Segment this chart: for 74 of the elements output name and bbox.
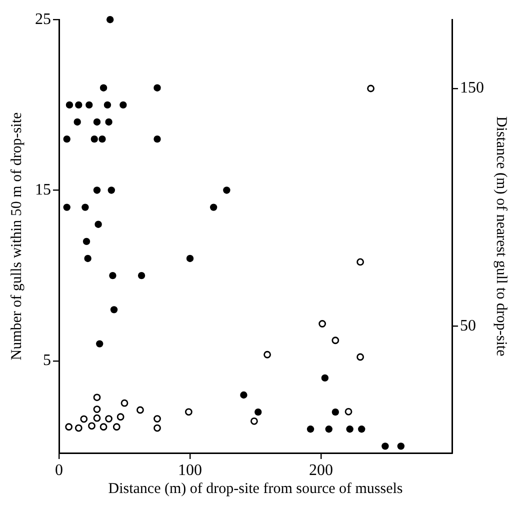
point <box>108 186 115 194</box>
point <box>264 350 271 358</box>
y2-tick-label: 50 <box>460 317 476 334</box>
point <box>90 135 98 143</box>
point <box>112 423 120 431</box>
point <box>154 424 161 432</box>
point <box>356 258 364 266</box>
point <box>104 101 112 109</box>
point <box>74 424 82 432</box>
point <box>82 204 89 211</box>
point <box>116 413 124 421</box>
point <box>346 426 354 433</box>
y2-axis-title: Distance (m) of nearest gull to drop-site <box>493 116 510 357</box>
point <box>240 391 248 399</box>
point <box>367 84 374 92</box>
point <box>318 320 326 328</box>
point <box>86 101 93 109</box>
point <box>80 415 88 423</box>
x-tick-label: 200 <box>309 462 333 479</box>
point <box>358 426 366 433</box>
point <box>63 135 70 143</box>
y-tick-label: 15 <box>35 181 51 198</box>
point <box>88 422 96 430</box>
point <box>110 306 118 314</box>
point <box>105 118 112 126</box>
x-axis-title: Distance (m) of drop-site from source of mussels <box>108 480 403 497</box>
point <box>98 135 106 143</box>
y-axis-title: Number of gulls within 50 m of drop-site <box>8 112 25 360</box>
point <box>93 414 101 422</box>
point <box>82 238 90 246</box>
point <box>93 406 101 413</box>
point <box>75 101 82 109</box>
point <box>184 408 192 416</box>
point <box>223 186 230 194</box>
y-tick-label: 25 <box>35 10 51 28</box>
y-tick-label: 5 <box>43 352 51 370</box>
point <box>136 406 144 414</box>
point <box>93 394 101 402</box>
x-tick-label: 100 <box>178 462 202 479</box>
point <box>325 426 332 433</box>
point <box>74 118 81 126</box>
point <box>332 408 340 416</box>
point <box>356 353 364 361</box>
point <box>306 426 314 433</box>
point <box>100 423 108 431</box>
point <box>154 415 161 422</box>
x-tick-label: 0 <box>55 462 63 479</box>
point <box>100 84 108 92</box>
point <box>186 254 194 262</box>
point <box>93 118 101 126</box>
point <box>120 399 128 407</box>
point <box>254 408 262 416</box>
point <box>109 272 116 280</box>
point <box>321 374 329 382</box>
point <box>84 254 92 262</box>
point <box>65 423 73 431</box>
point <box>138 272 146 280</box>
point <box>66 101 74 109</box>
point <box>154 84 161 92</box>
point <box>332 336 340 344</box>
point <box>397 442 405 450</box>
point <box>93 186 101 194</box>
point <box>105 415 112 422</box>
point <box>382 442 389 450</box>
point <box>96 340 104 348</box>
point <box>94 220 102 228</box>
point <box>344 408 352 416</box>
point <box>250 417 258 425</box>
y2-tick-label: 150 <box>460 80 484 97</box>
point <box>154 135 161 143</box>
point <box>106 16 114 24</box>
point <box>63 204 70 211</box>
point <box>120 101 127 109</box>
point <box>210 204 218 211</box>
